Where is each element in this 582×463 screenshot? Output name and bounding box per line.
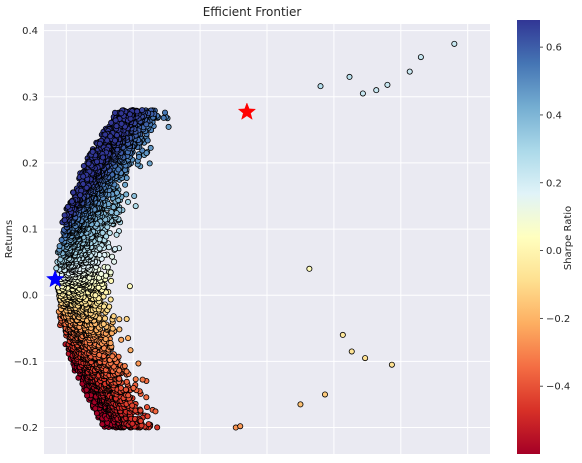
scatter-point xyxy=(137,417,144,424)
scatter-point xyxy=(143,394,150,401)
scatter-point xyxy=(111,258,118,265)
scatter-point xyxy=(98,270,105,277)
scatter-point xyxy=(100,321,107,328)
scatter-point xyxy=(99,421,106,428)
scatter-point xyxy=(102,315,109,322)
scatter-point xyxy=(113,231,120,238)
scatter-point xyxy=(146,160,153,167)
scatter-point xyxy=(127,347,134,354)
scatter-point xyxy=(96,245,103,252)
scatter-point xyxy=(132,376,139,383)
scatter-point xyxy=(100,303,107,310)
scatter-point xyxy=(135,360,142,367)
scatter-point xyxy=(126,283,133,290)
scatter-point xyxy=(99,229,106,236)
scatter-point xyxy=(96,236,103,243)
scatter-point xyxy=(139,376,146,383)
scatter-point xyxy=(123,368,130,375)
scatter-point xyxy=(137,407,144,414)
scatter-point xyxy=(144,137,151,144)
scatter-point xyxy=(131,192,138,199)
scatter-point xyxy=(104,264,111,271)
scatter-point xyxy=(92,292,99,299)
scatter-point xyxy=(92,405,99,412)
scatter-point xyxy=(123,378,130,385)
scatter-point xyxy=(145,421,152,428)
scatter-point xyxy=(109,353,116,360)
scatter-point xyxy=(108,209,115,216)
scatter-point xyxy=(154,424,161,431)
scatter-point xyxy=(58,236,65,243)
scatter-point xyxy=(143,404,150,411)
scatter-point xyxy=(123,191,130,198)
scatter-point xyxy=(102,336,109,343)
scatter-point xyxy=(125,198,132,205)
scatter-point xyxy=(109,253,116,260)
scatter-point xyxy=(84,392,91,399)
scatter-point xyxy=(122,386,129,393)
scatter-point xyxy=(110,204,117,211)
scatter-points xyxy=(53,107,172,431)
scatter-point xyxy=(144,413,151,420)
scatter-point xyxy=(125,392,132,399)
scatter-point xyxy=(107,269,114,276)
scatter-point xyxy=(93,410,100,417)
scatter-point xyxy=(165,123,172,130)
chart-title: Efficient Frontier xyxy=(203,5,302,19)
scatter-point xyxy=(107,340,114,347)
scatter-point xyxy=(160,114,167,121)
scatter-point xyxy=(147,144,154,151)
scatter-point xyxy=(122,181,129,188)
scatter-point xyxy=(135,153,142,160)
scatter-point xyxy=(132,203,139,210)
scatter-point xyxy=(118,336,125,343)
scatter-point xyxy=(121,362,128,369)
grid-lines xyxy=(44,24,490,454)
scatter-point xyxy=(123,315,130,322)
scatter-point xyxy=(129,402,136,409)
scatter-point xyxy=(112,245,119,252)
scatter-point xyxy=(125,335,132,342)
scatter-point xyxy=(116,316,123,323)
scatter-point xyxy=(113,210,120,217)
scatter-point xyxy=(108,277,115,284)
scatter-point xyxy=(161,109,168,116)
scatter-point xyxy=(110,313,117,320)
scatter-point xyxy=(107,296,114,303)
scatter-point xyxy=(116,326,123,333)
scatter-point xyxy=(105,244,112,251)
scatter-point xyxy=(109,325,116,332)
scatter-point xyxy=(117,384,124,391)
scatter-point xyxy=(152,408,159,415)
scatter-point xyxy=(130,384,137,391)
